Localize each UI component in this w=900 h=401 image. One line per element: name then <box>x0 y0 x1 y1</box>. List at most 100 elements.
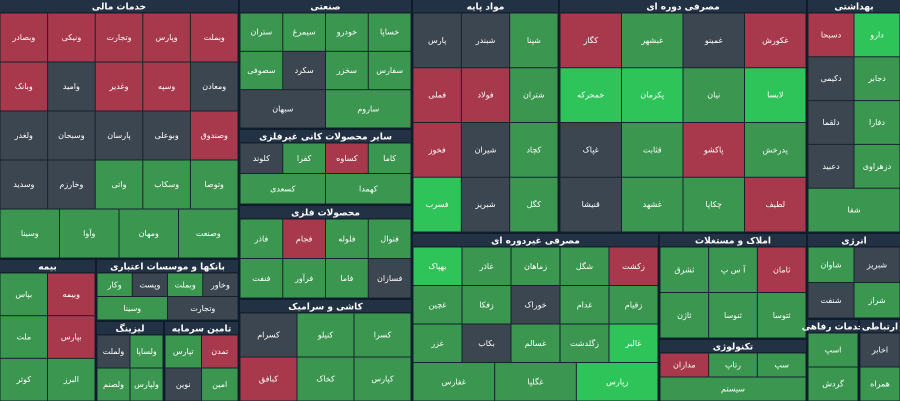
cell-label: ثشرق <box>674 265 694 274</box>
cell <box>326 51 368 90</box>
sector-title: املاک و مستغلات <box>695 237 771 247</box>
cell-label: دفارا <box>869 118 885 127</box>
cell-label: شبریز <box>474 200 495 209</box>
cell-label: خساپا <box>380 28 399 37</box>
cell-label: البرز <box>63 375 79 384</box>
cell <box>95 62 143 111</box>
cell-label: سبهان <box>272 104 293 113</box>
cell-label: زفکا <box>479 300 494 309</box>
cell-label: ستران <box>251 28 273 37</box>
cell-label: پکرمان <box>640 91 664 100</box>
cell <box>854 57 900 101</box>
cell-label: غدام <box>577 300 593 309</box>
cell <box>495 363 576 401</box>
cell <box>97 273 132 296</box>
cell-label: کلوند <box>253 154 270 163</box>
cell-label: چکاپا <box>706 200 723 209</box>
cell <box>283 259 325 298</box>
cell-label: تپارس <box>173 347 194 356</box>
cell-label: شاوان <box>820 260 841 269</box>
cell <box>660 353 709 377</box>
cell-label: پارسان <box>107 131 131 140</box>
cell-label: فاذر <box>254 234 269 243</box>
sector-title: انرژی <box>841 237 867 247</box>
cell-label: کچاد <box>526 145 541 154</box>
cell-label: بپارس <box>61 333 82 342</box>
cell <box>326 143 368 173</box>
cell-label: مداران <box>673 361 696 370</box>
cell-label: ولملت <box>103 347 125 356</box>
cell <box>165 368 201 401</box>
cell-label: غشهد <box>643 200 662 209</box>
sector-header <box>165 322 238 334</box>
cell-label: زکشت <box>622 262 645 271</box>
cell <box>683 68 744 122</box>
cell-label: کساوه <box>336 154 358 163</box>
cell-label: شبندر <box>475 36 496 45</box>
cell-label: سپ <box>774 361 789 370</box>
cell-label: ثامان <box>773 265 790 274</box>
cell <box>560 286 609 324</box>
cell <box>462 324 511 362</box>
cell-label: فملی <box>428 91 446 100</box>
cell <box>510 177 558 232</box>
cell-label: فرآور <box>294 273 313 283</box>
cell <box>560 247 609 285</box>
cell-label: وخاور <box>210 280 230 289</box>
cell-label: کخاک <box>316 375 335 384</box>
cell-label: امین <box>212 380 227 389</box>
cell <box>143 160 190 209</box>
cell <box>413 363 495 401</box>
cell-label: وبملت <box>204 33 225 42</box>
cell <box>190 160 238 209</box>
cell-label: شنفت <box>820 296 841 305</box>
sector-header <box>240 130 411 142</box>
cell-label: اخابر <box>871 346 888 355</box>
cell <box>190 62 238 111</box>
cell <box>368 219 411 258</box>
cell <box>511 247 560 285</box>
cell-label: کگاز <box>582 35 598 45</box>
cell-label: وسکاب <box>154 180 179 189</box>
cell-label: سصوفی <box>247 66 276 75</box>
cell-label: وصندوق <box>201 131 228 140</box>
sector-header <box>97 260 238 272</box>
cell-label: وبانک <box>15 82 33 91</box>
cell-label: قثابت <box>643 145 662 154</box>
cell <box>413 68 461 122</box>
cell <box>745 123 806 177</box>
cell-label: زقیام <box>625 300 643 309</box>
cell-label: وبوعلی <box>154 131 178 140</box>
cell-label: وتوصا <box>204 180 224 189</box>
cell-label: ملت <box>16 333 31 342</box>
cell-label: ساروم <box>357 104 379 113</box>
cell-label: ثاژن <box>677 311 691 320</box>
cell <box>143 13 190 62</box>
cell-label: سیمرغ <box>293 28 316 37</box>
cell-label: ولپارس <box>134 380 159 389</box>
cell-label: غفارس <box>442 377 466 386</box>
cell-label: پدرخش <box>763 145 788 154</box>
cell <box>511 324 560 362</box>
cell <box>808 247 854 282</box>
cell-label: خودرو <box>336 28 357 37</box>
cell <box>622 123 683 177</box>
cell-label: قنیشا <box>582 200 600 209</box>
cell-label: دجابر <box>867 74 886 83</box>
cell <box>48 273 95 316</box>
cell-label: زپارس <box>606 377 628 386</box>
cell-label: شفا <box>847 206 860 215</box>
cell-label: سفارس <box>376 66 403 75</box>
cell-label: نیان <box>707 91 720 100</box>
cell-label: وامید <box>63 82 80 91</box>
cell-label: شتران <box>523 91 545 100</box>
cell <box>368 259 411 298</box>
cell-label: شبریز <box>866 260 887 269</box>
sector-title: خدمات رفاهی <box>802 323 865 333</box>
cell <box>609 247 658 285</box>
cell-label: غپاک <box>583 145 599 154</box>
cell <box>354 313 411 357</box>
cell <box>757 247 806 292</box>
cell <box>854 247 900 282</box>
cell <box>202 368 238 401</box>
